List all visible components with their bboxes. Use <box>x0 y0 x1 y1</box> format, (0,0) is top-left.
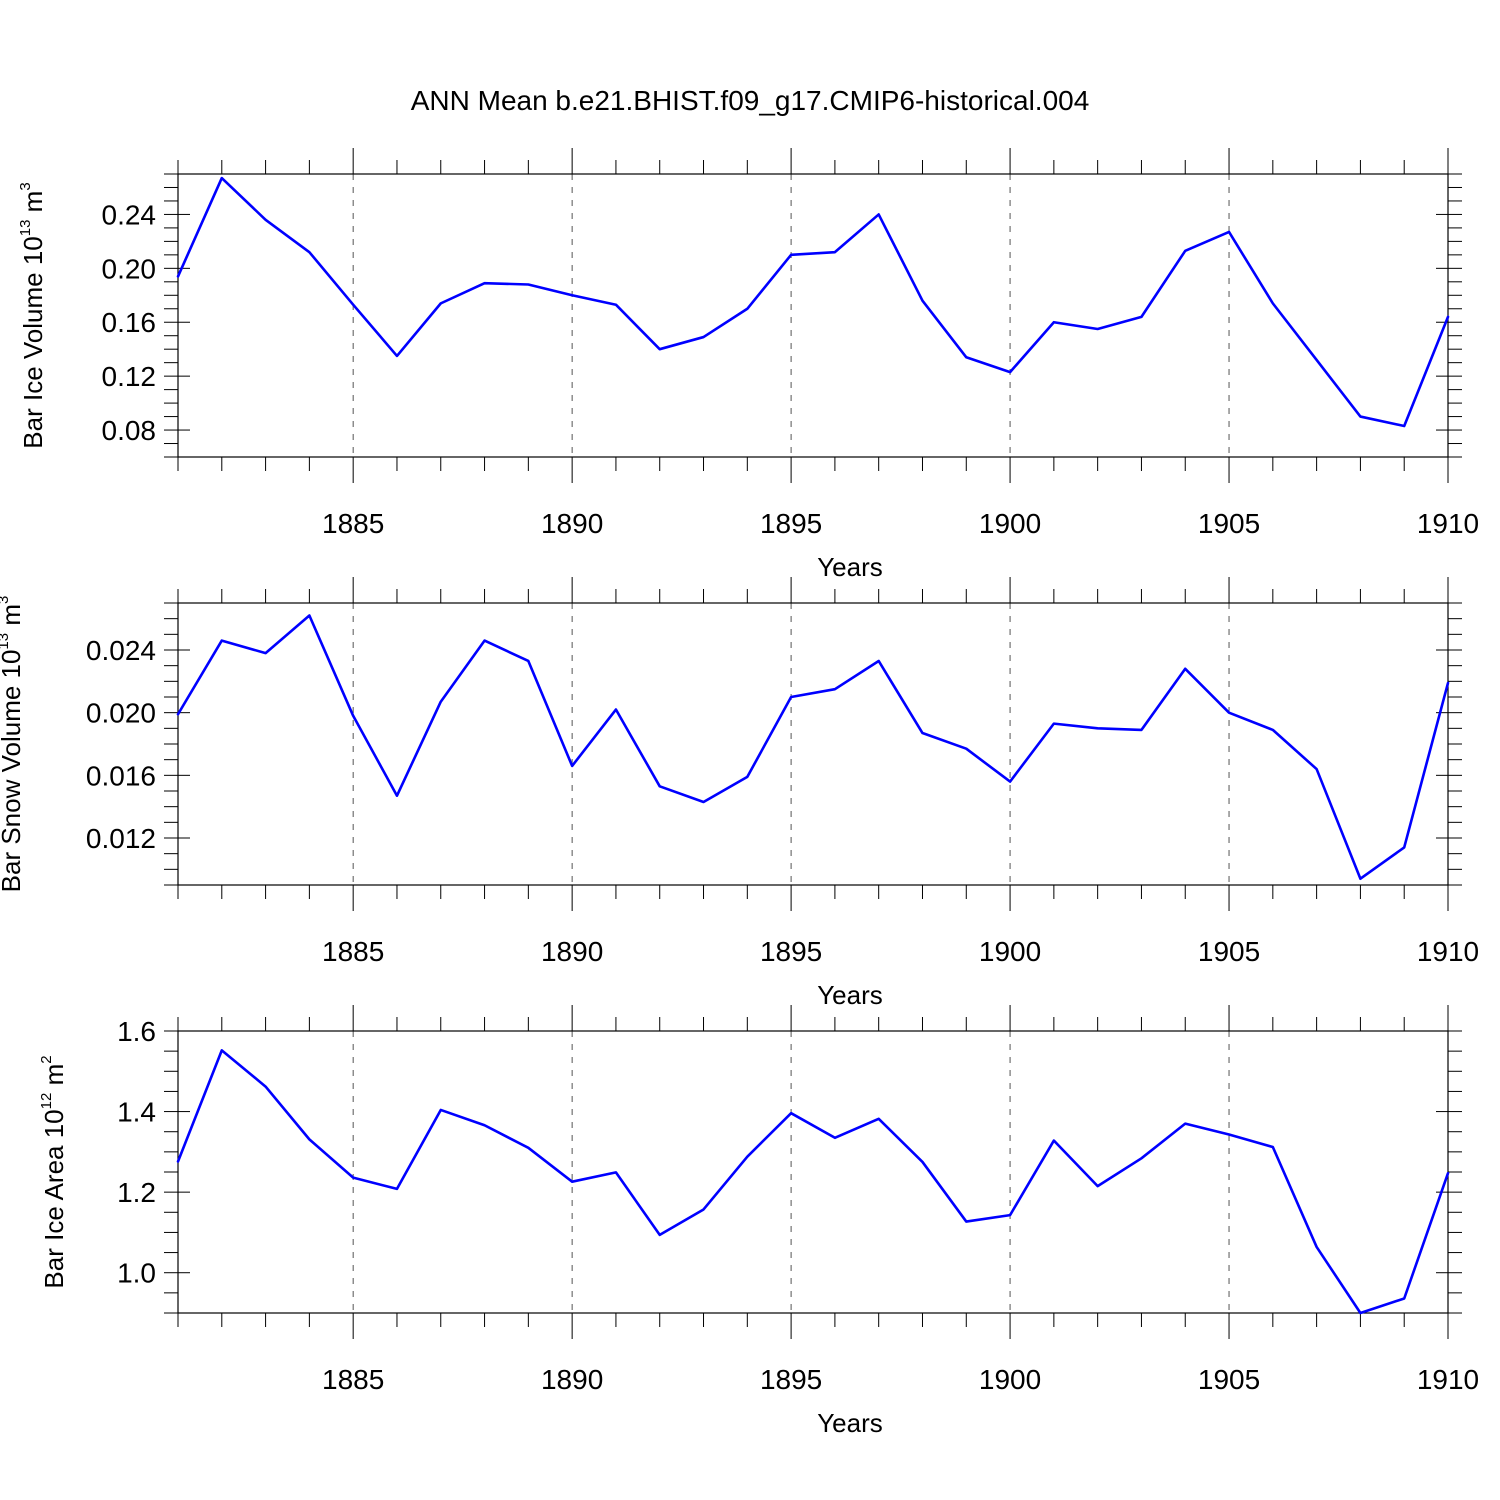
x-tick-label: 1910 <box>1417 508 1479 539</box>
y-tick-label: 1.2 <box>117 1177 156 1208</box>
x-tick-label: 1890 <box>541 1364 603 1395</box>
y-axis-label-unit-exponent: 3 <box>0 596 12 604</box>
chart-panel-1: 1885 1890 1895 1900 1905 1910 Years 0.08 0.12 0.1… <box>17 148 1479 582</box>
chart-panel-3: 1885 1890 1895 1900 1905 1910 Years 1.0 1.2 1.4 1.… <box>38 1005 1479 1438</box>
plot-frame <box>177 173 1449 458</box>
chart-panel-2: 1885 1890 1895 1900 1905 1910 Years 0.012 0.016 0… <box>0 577 1479 1010</box>
y-tick-label: 0.016 <box>86 760 156 791</box>
y-axis-label-unit: m <box>18 191 48 220</box>
y-axis-label-exponent: 13 <box>0 633 12 650</box>
x-tick-label: 1905 <box>1198 936 1260 967</box>
x-tick-label: 1900 <box>979 508 1041 539</box>
y-tick-label: 0.24 <box>102 199 157 230</box>
y-axis-label-text: Bar Ice Volume 10 <box>18 236 48 448</box>
x-tick-label: 1895 <box>760 508 822 539</box>
series-line <box>176 176 1450 428</box>
y-tick-label: 0.12 <box>102 361 157 392</box>
y-tick-label: 1.0 <box>117 1258 156 1289</box>
panels: 1885 1890 1895 1900 1905 1910 Years 0.08 0.12 0.1… <box>0 148 1479 1438</box>
y-axis-label-unit: m <box>0 604 26 633</box>
y-tick-label: 0.020 <box>86 698 156 729</box>
x-tick-label: 1890 <box>541 936 603 967</box>
y-axis-label: Bar Ice Area 1012 m2 <box>38 1055 69 1288</box>
y-axis-label: Bar Ice Volume 1013 m3 <box>17 182 48 448</box>
y-tick-label: 0.024 <box>86 635 156 666</box>
y-axis-label-unit-exponent: 3 <box>17 182 34 190</box>
y-tick-label: 1.6 <box>117 1016 156 1047</box>
x-tick-label: 1885 <box>322 1364 384 1395</box>
x-tick-label: 1905 <box>1198 1364 1260 1395</box>
figure-title: ANN Mean b.e21.BHIST.f09_g17.CMIP6-histo… <box>411 85 1090 116</box>
y-tick-label: 0.20 <box>102 253 157 284</box>
y-tick-label: 0.012 <box>86 823 156 854</box>
series-line <box>176 614 1450 881</box>
y-tick-label: 0.08 <box>102 415 157 446</box>
y-axis-label-text: Bar Ice Area 10 <box>39 1109 69 1288</box>
y-axis-label: Bar Snow Volume 1013 m3 <box>0 596 26 893</box>
y-tick-label: 1.4 <box>117 1097 156 1128</box>
series-line <box>176 1049 1450 1315</box>
x-tick-label: 1890 <box>541 508 603 539</box>
y-axis-label-text: Bar Snow Volume 10 <box>0 650 26 893</box>
x-tick-label: 1910 <box>1417 936 1479 967</box>
x-tick-label: 1900 <box>979 1364 1041 1395</box>
x-axis-label: Years <box>817 980 883 1010</box>
y-axis-label-exponent: 13 <box>17 220 34 237</box>
x-tick-label: 1895 <box>760 936 822 967</box>
y-axis-label-exponent: 12 <box>38 1093 55 1110</box>
y-axis-label-unit: m <box>39 1064 69 1093</box>
y-tick-label: 0.16 <box>102 307 157 338</box>
x-tick-label: 1885 <box>322 936 384 967</box>
y-axis-label-unit-exponent: 2 <box>38 1055 55 1063</box>
x-axis-label: Years <box>817 552 883 582</box>
x-axis-label: Years <box>817 1408 883 1438</box>
x-tick-label: 1905 <box>1198 508 1260 539</box>
x-tick-label: 1885 <box>322 508 384 539</box>
x-tick-label: 1910 <box>1417 1364 1479 1395</box>
x-tick-label: 1900 <box>979 936 1041 967</box>
x-tick-label: 1895 <box>760 1364 822 1395</box>
